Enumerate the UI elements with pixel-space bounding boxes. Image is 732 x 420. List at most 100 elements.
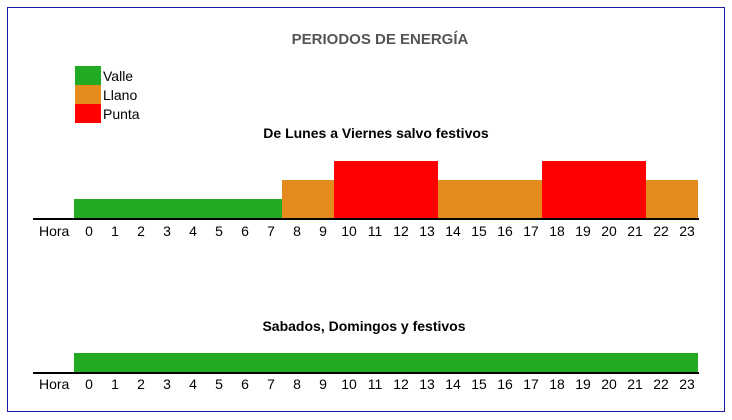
tick-label-weekends-12: 12 [393,376,409,392]
bar-weekends-hour-22 [646,353,672,372]
bar-weekdays-hour-19 [568,161,594,218]
bar-weekends-hour-2 [126,353,152,372]
tick-label-weekdays-21: 21 [627,223,643,239]
bar-weekdays-hour-13 [412,161,438,218]
tick-label-weekdays-1: 1 [111,223,119,239]
bar-weekends-hour-19 [568,353,594,372]
bar-weekends-hour-3 [152,353,178,372]
tick-label-weekdays-16: 16 [497,223,513,239]
tick-label-weekends-0: 0 [85,376,93,392]
bar-weekdays-hour-9 [308,180,334,218]
tick-label-weekends-3: 3 [163,376,171,392]
bar-weekdays-hour-16 [490,180,516,218]
bar-weekdays-hour-11 [360,161,386,218]
bar-weekends-hour-14 [438,353,464,372]
bar-weekdays-hour-23 [672,180,698,218]
tick-label-weekends-17: 17 [523,376,539,392]
tick-label-weekends-8: 8 [293,376,301,392]
bar-weekends-hour-5 [204,353,230,372]
tick-label-weekends-1: 1 [111,376,119,392]
tick-label-weekdays-14: 14 [445,223,461,239]
chart-title-weekdays: De Lunes a Viernes salvo festivos [263,125,489,141]
tick-label-weekends-23: 23 [679,376,695,392]
tick-label-weekends-2: 2 [137,376,145,392]
tick-label-weekdays-2: 2 [137,223,145,239]
legend-item-punta: Punta [75,104,140,123]
tick-label-weekends-22: 22 [653,376,669,392]
tick-labels-weekends: 0 1 2 3 4 5 6 7 8 9 10 11 12 13 14 15 16 17 18 19 20 21 22 23 [85,376,695,392]
legend-label-valle: Valle [103,68,133,84]
tick-label-weekends-11: 11 [368,376,383,392]
tick-label-weekends-4: 4 [189,376,197,392]
bar-weekends-hour-23 [672,353,698,372]
tick-label-weekdays-4: 4 [189,223,197,239]
bar-weekdays-hour-12 [386,161,412,218]
bar-weekdays-hour-8 [282,180,308,218]
bar-weekends-hour-10 [334,353,360,372]
bar-weekdays-hour-15 [464,180,490,218]
tick-label-weekdays-10: 10 [341,223,357,239]
bar-weekends-hour-6 [230,353,256,372]
tick-label-weekdays-20: 20 [601,223,617,239]
tick-label-weekends-9: 9 [319,376,327,392]
tick-label-weekends-5: 5 [215,376,223,392]
bar-weekdays-hour-1 [100,199,126,218]
tick-label-weekdays-9: 9 [319,223,327,239]
bars-weekends [74,353,698,372]
tick-label-weekdays-17: 17 [523,223,539,239]
bar-weekdays-hour-10 [334,161,360,218]
tick-label-weekdays-3: 3 [163,223,171,239]
chart-weekdays: De Lunes a Viernes salvo festivos Hora 0… [33,125,699,239]
legend-item-llano: Llano [75,85,137,104]
tick-label-weekdays-6: 6 [241,223,249,239]
tick-label-weekdays-13: 13 [419,223,435,239]
bar-weekdays-hour-17 [516,180,542,218]
bar-weekends-hour-9 [308,353,334,372]
legend-swatch-llano [75,85,101,104]
figure-title: PERIODOS DE ENERGÍA [292,31,469,48]
tick-label-weekends-10: 10 [341,376,357,392]
legend: Valle Llano Punta [75,66,140,123]
bar-weekdays-hour-21 [620,161,646,218]
tick-label-weekends-15: 15 [471,376,487,392]
tick-label-weekends-18: 18 [549,376,565,392]
tick-label-weekdays-7: 7 [267,223,275,239]
tick-label-weekdays-23: 23 [679,223,695,239]
tick-label-weekdays-19: 19 [575,223,591,239]
bar-weekdays-hour-20 [594,161,620,218]
x-axis-label-weekdays: Hora [39,223,70,239]
tick-labels-weekdays: 0 1 2 3 4 5 6 7 8 9 10 11 12 13 14 15 16 17 18 19 20 21 22 23 [85,223,695,239]
bar-weekdays-hour-3 [152,199,178,218]
bar-weekends-hour-18 [542,353,568,372]
legend-label-llano: Llano [103,87,137,103]
bar-weekdays-hour-5 [204,199,230,218]
tick-label-weekdays-22: 22 [653,223,669,239]
bar-weekdays-hour-7 [256,199,282,218]
bar-weekends-hour-4 [178,353,204,372]
tick-label-weekends-14: 14 [445,376,461,392]
tick-label-weekends-16: 16 [497,376,513,392]
tick-label-weekdays-0: 0 [85,223,93,239]
tick-label-weekends-20: 20 [601,376,617,392]
bar-weekends-hour-12 [386,353,412,372]
tick-label-weekdays-5: 5 [215,223,223,239]
legend-item-valle: Valle [75,66,133,85]
chart-title-weekends: Sabados, Domingos y festivos [262,318,465,334]
bar-weekends-hour-20 [594,353,620,372]
bar-weekends-hour-8 [282,353,308,372]
tick-label-weekends-7: 7 [267,376,275,392]
x-axis-label-weekends: Hora [39,376,70,392]
bar-weekends-hour-0 [74,353,100,372]
tick-label-weekdays-18: 18 [549,223,565,239]
bar-weekdays-hour-18 [542,161,568,218]
bar-weekends-hour-16 [490,353,516,372]
bar-weekdays-hour-2 [126,199,152,218]
bar-weekdays-hour-14 [438,180,464,218]
tick-label-weekends-21: 21 [627,376,643,392]
tick-label-weekdays-15: 15 [471,223,487,239]
legend-swatch-valle [75,66,101,85]
bar-weekdays-hour-0 [74,199,100,218]
bar-weekdays-hour-22 [646,180,672,218]
tick-label-weekdays-11: 11 [368,223,383,239]
